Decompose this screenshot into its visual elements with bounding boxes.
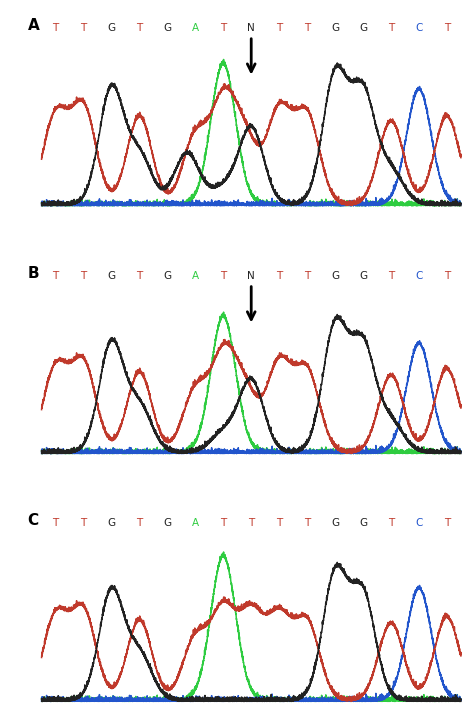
Text: T: T (444, 23, 450, 33)
Text: T: T (276, 23, 283, 33)
Text: A: A (192, 518, 199, 528)
Text: T: T (137, 23, 143, 33)
Text: T: T (388, 270, 394, 280)
Text: G: G (108, 23, 116, 33)
Text: G: G (331, 270, 339, 280)
Text: G: G (108, 518, 116, 528)
Text: G: G (359, 270, 367, 280)
Text: T: T (53, 23, 59, 33)
Text: C: C (415, 23, 423, 33)
Text: T: T (388, 23, 394, 33)
Text: T: T (220, 518, 227, 528)
Text: T: T (248, 518, 255, 528)
Text: T: T (53, 270, 59, 280)
Text: A: A (192, 23, 199, 33)
Text: C: C (27, 513, 39, 528)
Text: B: B (27, 265, 39, 280)
Text: G: G (164, 270, 172, 280)
Text: T: T (137, 270, 143, 280)
Text: T: T (81, 23, 87, 33)
Text: T: T (444, 270, 450, 280)
Text: T: T (137, 518, 143, 528)
Text: G: G (164, 23, 172, 33)
Text: G: G (359, 23, 367, 33)
Text: G: G (331, 23, 339, 33)
Text: T: T (276, 270, 283, 280)
Text: T: T (220, 270, 227, 280)
Text: N: N (247, 270, 255, 280)
Text: A: A (27, 18, 39, 33)
Text: C: C (415, 270, 423, 280)
Text: N: N (247, 23, 255, 33)
Text: T: T (444, 518, 450, 528)
Text: T: T (304, 23, 310, 33)
Text: C: C (415, 518, 423, 528)
Text: T: T (81, 518, 87, 528)
Text: G: G (108, 270, 116, 280)
Text: T: T (388, 518, 394, 528)
Text: T: T (220, 23, 227, 33)
Text: T: T (304, 518, 310, 528)
Text: G: G (331, 518, 339, 528)
Text: T: T (53, 518, 59, 528)
Text: A: A (192, 270, 199, 280)
Text: T: T (304, 270, 310, 280)
Text: T: T (276, 518, 283, 528)
Text: G: G (164, 518, 172, 528)
Text: T: T (81, 270, 87, 280)
Text: G: G (359, 518, 367, 528)
